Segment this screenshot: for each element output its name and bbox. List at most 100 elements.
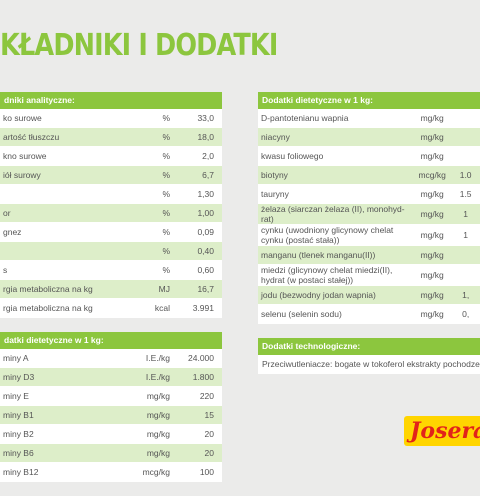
row-label: niacyny (261, 132, 290, 142)
table-row: niacyny mg/kg (258, 128, 480, 147)
table-row: rgia metaboliczna na kg MJ 16,7 (0, 280, 222, 299)
row-label: miny E (3, 391, 29, 401)
row-label: miny B2 (3, 429, 34, 439)
row-unit: mg/kg (146, 391, 170, 401)
table-row: cynku (uwodniony glicynowy chelat cynku … (258, 225, 480, 246)
row-value: 1,00 (197, 208, 214, 218)
table-row: kwasu foliowego mg/kg (258, 147, 480, 166)
section: dniki analityczne: ko surowe% 33,0 artość t… (0, 92, 222, 318)
row-label: artość tłuszczu (3, 132, 60, 142)
row-label: miny A (3, 353, 29, 363)
row-label: rgia metaboliczna na kg (3, 284, 93, 294)
row-value: 1.5 (459, 189, 472, 199)
table-row: miny D3 I.E./kg 1.800 (0, 368, 222, 387)
table-row: kno surowe% 2,0 (0, 147, 222, 166)
rows: D-pantotenianu wapnia mg/kg niacyny mg/kg kw… (258, 109, 480, 324)
row-unit: mg/kg (420, 250, 444, 260)
table-row: s% 0,60 (0, 261, 222, 280)
row-label: gnez (3, 227, 22, 237)
left-table: dniki analityczne: ko surowe% 33,0 artość t… (0, 92, 222, 496)
row-unit: mg/kg (420, 189, 444, 199)
row-label: manganu (tlenek manganu(II)) (261, 250, 376, 260)
row-unit: mg/kg (420, 113, 444, 123)
section: Dodatki dietetyczne w 1 kg: D-pantotenian… (258, 92, 480, 324)
row-value: 100 (199, 467, 214, 477)
row-label: selenu (selenin sodu) (261, 309, 342, 319)
table-row: iół surowy% 6,7 (0, 166, 222, 185)
row-label: miny D3 (3, 372, 35, 382)
section-header: Dodatki technologiczne: (258, 338, 480, 355)
row-label: kwasu foliowego (261, 151, 324, 161)
row-label: kno surowe (3, 151, 47, 161)
right-table: Dodatki dietetyczne w 1 kg: D-pantotenian… (258, 92, 480, 388)
row-label: biotyny (261, 170, 288, 180)
section-text: Przeciwutleniacze: bogate w tokoferol ek… (258, 355, 480, 374)
row-label: miny B6 (3, 448, 34, 458)
row-label: iół surowy (3, 170, 41, 180)
table-row: miny B1 mg/kg 15 (0, 406, 222, 425)
row-value: 6,7 (202, 170, 214, 180)
row-label: miny B1 (3, 410, 34, 420)
row-label: miedzi (glicynowy chelat miedzi(II), hyd… (261, 265, 393, 285)
logo: Josera (404, 416, 480, 446)
page-title: KŁADNIKI I DODATKI (0, 28, 278, 63)
page: KŁADNIKI I DODATKI dniki analityczne: ko … (0, 28, 480, 482)
table-row: biotyny mcg/kg 1.0 (258, 166, 480, 185)
row-value: 0,60 (197, 265, 214, 275)
table-row: % 1,30 (0, 185, 222, 204)
table-row: tauryny mg/kg 1.5 (258, 185, 480, 204)
row-value: 0, (462, 309, 470, 319)
row-unit: mg/kg (146, 429, 170, 439)
row-label: s (3, 265, 8, 275)
row-unit: % (162, 151, 170, 161)
row-unit: mg/kg (420, 230, 444, 240)
table-row: miny A I.E./kg 24.000 (0, 349, 222, 368)
row-value: 220 (199, 391, 214, 401)
row-label: D-pantotenianu wapnia (261, 113, 349, 123)
row-value: 1 (463, 230, 468, 240)
section: Dodatki technologiczne: Przeciwutleniacze… (258, 338, 480, 374)
row-unit: % (162, 246, 170, 256)
row-unit: MJ (158, 284, 170, 294)
row-unit: mg/kg (420, 209, 444, 219)
row-unit: kcal (154, 303, 170, 313)
table-row: gnez% 0,09 (0, 223, 222, 242)
row-unit: % (162, 189, 170, 199)
table-row: ko surowe% 33,0 (0, 109, 222, 128)
row-unit: % (162, 265, 170, 275)
row-label: miny B12 (3, 467, 39, 477)
row-value: 15 (204, 410, 214, 420)
row-unit: I.E./kg (145, 372, 170, 382)
row-value: 1.800 (192, 372, 214, 382)
rows: ko surowe% 33,0 artość tłuszczu% 18,0 kno su… (0, 109, 222, 318)
section: datki dietetyczne w 1 kg: miny A I.E./kg 24… (0, 332, 222, 482)
row-value: 20 (204, 448, 214, 458)
row-value: 0,40 (197, 246, 214, 256)
row-value: 1, (462, 290, 470, 300)
table-row: miedzi (glicynowy chelat miedzi(II), hyd… (258, 265, 480, 286)
table-row: selenu (selenin sodu) mg/kg 0, (258, 305, 480, 324)
row-value: 1,30 (197, 189, 214, 199)
row-label: jodu (bezwodny jodan wapnia) (261, 290, 376, 300)
row-unit: mg/kg (420, 132, 444, 142)
row-label: żelaza (siarczan żelaza (II), monohyd-ra… (261, 204, 405, 224)
table-row: rgia metaboliczna na kg kcal 3.991 (0, 299, 222, 318)
row-value: 3.991 (192, 303, 214, 313)
row-label: ko surowe (3, 113, 42, 123)
section-header: datki dietetyczne w 1 kg: (0, 332, 222, 349)
table-row: miny B2 mg/kg 20 (0, 425, 222, 444)
table-row: miny E mg/kg 220 (0, 387, 222, 406)
table-row: miny B6 mg/kg 20 (0, 444, 222, 463)
row-value: 18,0 (197, 132, 214, 142)
row-value: 1 (463, 209, 468, 219)
rows: miny A I.E./kg 24.000 miny D3 I.E./kg 1.800 mi… (0, 349, 222, 482)
section-header: Dodatki dietetyczne w 1 kg: (258, 92, 480, 109)
table-row: or% 1,00 (0, 204, 222, 223)
row-value: 24.000 (188, 353, 214, 363)
table-row: artość tłuszczu% 18,0 (0, 128, 222, 147)
row-value: 1.0 (459, 170, 472, 180)
table-row: % 0,40 (0, 242, 222, 261)
row-value: 33,0 (197, 113, 214, 123)
row-unit: % (162, 132, 170, 142)
row-unit: % (162, 113, 170, 123)
